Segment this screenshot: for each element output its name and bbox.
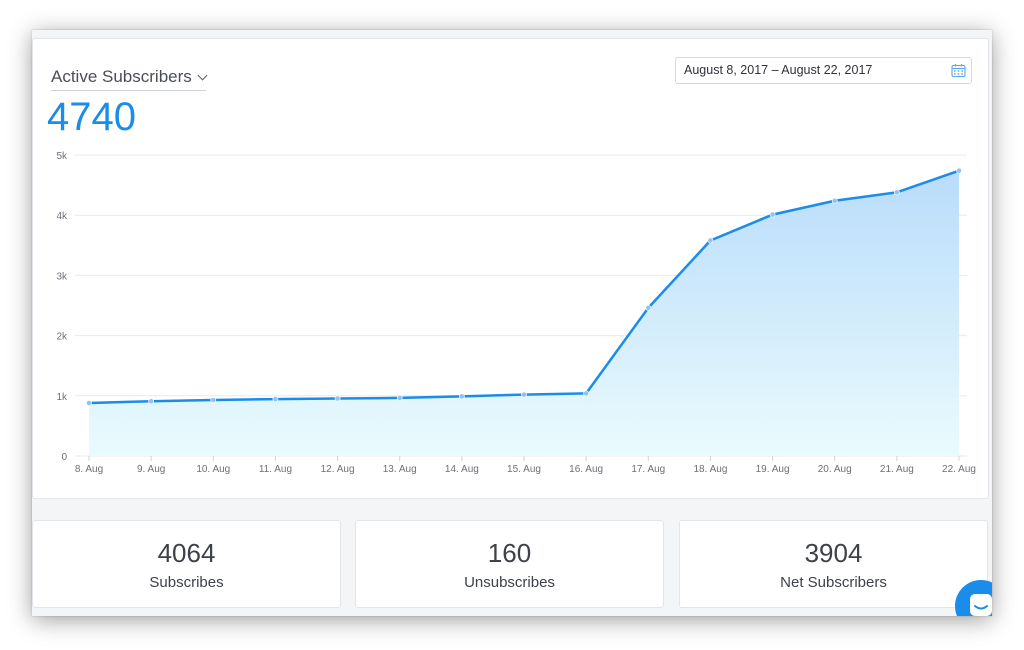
y-tick-label: 1k xyxy=(56,392,68,403)
area-fill xyxy=(89,170,959,457)
stat-card-unsubscribes: 160 Unsubscribes xyxy=(355,520,664,608)
data-point xyxy=(521,391,527,398)
data-point xyxy=(831,197,838,204)
data-point xyxy=(396,395,403,401)
y-tick-label: 5k xyxy=(56,151,68,162)
data-point xyxy=(272,396,279,403)
data-point xyxy=(210,397,217,403)
data-point xyxy=(86,400,92,406)
x-tick-label: 18. Aug xyxy=(693,464,727,475)
active-subscribers-count: 4740 xyxy=(47,95,136,139)
stat-value: 4064 xyxy=(157,538,216,568)
y-tick-label: 2k xyxy=(56,332,68,343)
x-tick-label: 20. Aug xyxy=(818,464,852,475)
subscribers-area-chart: 0 1k 2k 3k 4k 5k 8. Aug 9. Aug 10. Aug 11. Aug 12.… xyxy=(56,151,976,475)
stat-label: Unsubscribes xyxy=(464,574,555,591)
stat-card-subscribes: 4064 Subscribes xyxy=(32,520,341,608)
x-tick-label: 8. Aug xyxy=(75,464,103,475)
data-point xyxy=(707,237,714,244)
y-tick-label: 3k xyxy=(56,271,68,282)
stat-label: Subscribes xyxy=(149,574,224,591)
data-point xyxy=(458,393,465,400)
x-tick-label: 15. Aug xyxy=(507,464,541,475)
date-range-text: August 8, 2017 – August 22, 2017 xyxy=(684,63,873,77)
metric-label: Active Subscribers xyxy=(51,67,192,86)
stat-label: Net Subscribers xyxy=(780,574,887,591)
stat-card-net-subscribers: 3904 Net Subscribers xyxy=(679,520,988,608)
data-point xyxy=(893,189,900,196)
y-tick-label: 4k xyxy=(56,211,68,222)
y-tick-label: 0 xyxy=(61,452,67,463)
app-window: Active Subscribers 4740 August 8, 2017 –… xyxy=(32,30,992,616)
x-tick-label: 11. Aug xyxy=(259,464,292,475)
stat-value: 160 xyxy=(487,538,532,568)
data-point xyxy=(334,395,341,402)
data-point xyxy=(645,305,652,311)
x-tick-label: 14. Aug xyxy=(445,464,479,475)
x-tick-label: 13. Aug xyxy=(383,464,417,475)
data-point xyxy=(583,390,590,397)
x-tick-label: 21. Aug xyxy=(880,464,914,475)
stat-value: 3904 xyxy=(804,538,863,568)
chat-icon xyxy=(970,594,992,616)
data-point xyxy=(769,211,776,218)
data-point xyxy=(956,167,962,174)
metric-dropdown[interactable]: Active Subscribers xyxy=(51,65,208,91)
x-tick-label: 9. Aug xyxy=(137,464,165,475)
x-tick-label: 19. Aug xyxy=(756,464,790,475)
chart-card: Active Subscribers 4740 August 8, 2017 –… xyxy=(32,38,989,499)
x-tick-label: 10. Aug xyxy=(196,464,230,475)
x-tick-label: 22. Aug xyxy=(942,464,976,475)
x-tick-label: 12. Aug xyxy=(321,464,355,475)
x-tick-label: 17. Aug xyxy=(631,464,665,475)
x-tick-label: 16. Aug xyxy=(569,464,603,475)
calendar-icon xyxy=(951,64,966,78)
data-point xyxy=(148,398,155,405)
date-range-picker[interactable]: August 8, 2017 – August 22, 2017 xyxy=(675,57,972,84)
